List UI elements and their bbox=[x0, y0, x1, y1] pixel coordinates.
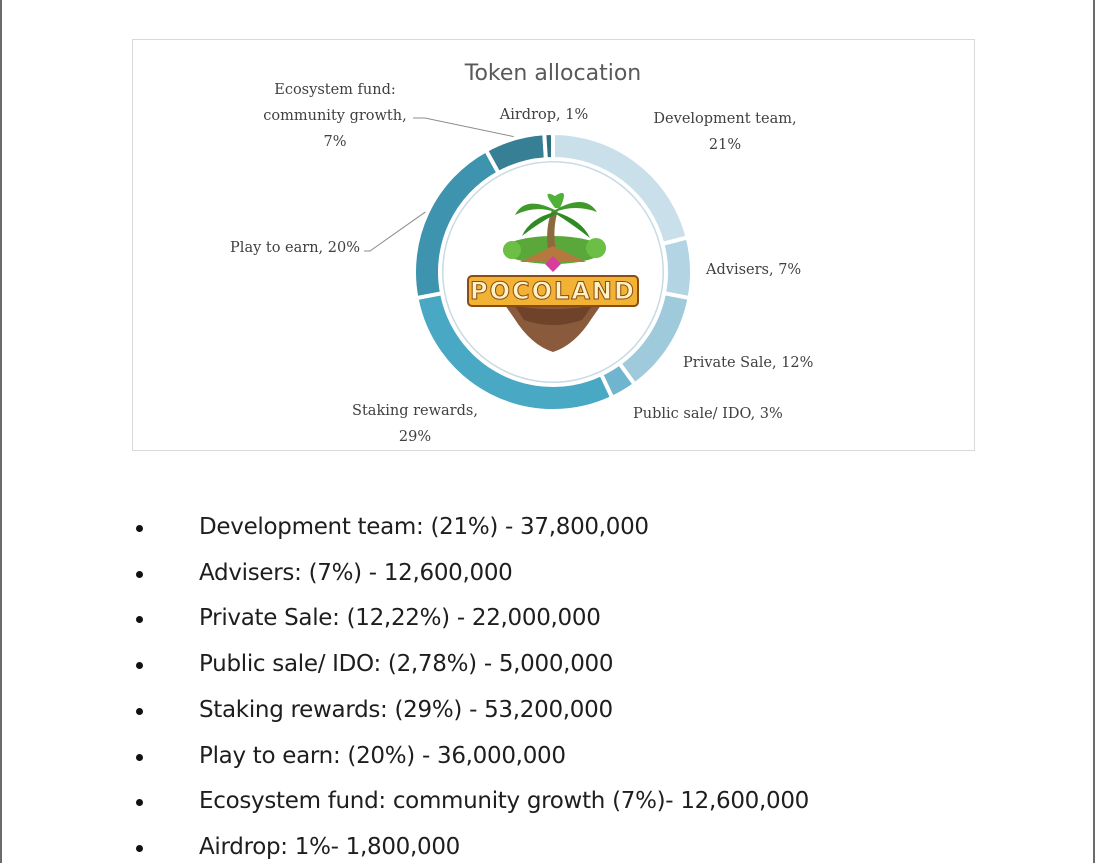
slice-label-public-sale-ido: Public sale/ IDO, 3% bbox=[633, 406, 783, 422]
slice-labels: Development team, 21% Advisers, 7% Private … bbox=[230, 82, 813, 445]
list-item: Private Sale: (12,22%) - 22,000,000 bbox=[0, 599, 1000, 639]
palm-trunk-icon bbox=[547, 210, 558, 250]
bullet-icon bbox=[136, 799, 143, 807]
bullet-icon bbox=[136, 525, 143, 532]
list-item: Development team: (21%) - 37,800,000 bbox=[0, 508, 1000, 548]
palm-leaf-icon bbox=[547, 192, 564, 208]
bullet-icon bbox=[136, 844, 143, 852]
slice-label-advisers: Advisers, 7% bbox=[705, 262, 801, 278]
slice-label-ecosystem-fund-community-growth: Ecosystem fund: community growth, 7% bbox=[263, 82, 406, 150]
list-item: Staking rewards: (29%) - 53,200,000 bbox=[0, 691, 1000, 731]
gem-icon bbox=[545, 256, 561, 272]
palm-leaf-icon bbox=[522, 212, 556, 236]
list-item-text: Private Sale: (12,22%) - 22,000,000 bbox=[199, 605, 601, 632]
list-item: Play to earn: (20%) - 36,000,000 bbox=[0, 737, 1000, 777]
list-item-text: Advisers: (7%) - 12,600,000 bbox=[199, 559, 513, 586]
palm-leaf-icon bbox=[555, 201, 597, 212]
page-edge-right bbox=[1093, 0, 1095, 863]
bush-icon bbox=[586, 238, 606, 258]
list-item-text: Staking rewards: (29%) - 53,200,000 bbox=[199, 696, 613, 723]
bullet-icon bbox=[136, 707, 143, 715]
slice-label-airdrop: Airdrop, 1% bbox=[499, 107, 589, 123]
slice-label-development-team: Development team, 21% bbox=[653, 111, 796, 153]
list-item-text: Development team: (21%) - 37,800,000 bbox=[199, 514, 649, 540]
slice-advisers bbox=[660, 234, 694, 301]
bullet-icon bbox=[136, 570, 143, 578]
bullet-icon bbox=[136, 662, 143, 670]
leader-line-play-to-earn bbox=[364, 211, 426, 252]
slice-label-play-to-earn: Play to earn, 20% bbox=[230, 240, 360, 256]
list-item: Airdrop: 1%- 1,800,000 bbox=[0, 828, 1000, 868]
bush-icon bbox=[503, 241, 521, 259]
list-item: Public sale/ IDO: (2,78%) - 5,000,000 bbox=[0, 645, 1000, 685]
leader-line-ecosystem-fund-community-growth bbox=[413, 117, 514, 138]
list-item-text: Play to earn: (20%) - 36,000,000 bbox=[199, 742, 566, 769]
leader-lines bbox=[364, 117, 514, 252]
pocoland-logo: POCOLAND bbox=[467, 192, 639, 352]
island-rock-shadow-icon bbox=[515, 306, 592, 325]
bullet-icon bbox=[136, 753, 143, 761]
hut-roof-icon bbox=[520, 246, 586, 262]
list-item: Ecosystem fund: community growth (7%)- 1… bbox=[0, 782, 1000, 822]
list-item-text: Ecosystem fund: community growth (7%)- 1… bbox=[199, 788, 810, 815]
slice-airdrop bbox=[542, 130, 555, 162]
list-item: Advisers: (7%) - 12,600,000 bbox=[0, 554, 1000, 594]
list-item-text: Public sale/ IDO: (2,78%) - 5,000,000 bbox=[199, 651, 614, 678]
page-edge-left bbox=[0, 0, 2, 863]
list-item-text: Airdrop: 1%- 1,800,000 bbox=[199, 833, 461, 860]
bullet-icon bbox=[136, 616, 143, 624]
logo-wordmark: POCOLAND bbox=[470, 277, 636, 305]
slice-label-private-sale: Private Sale, 12% bbox=[683, 355, 813, 371]
chart-title: Token allocation bbox=[464, 61, 641, 86]
palm-leaf-icon bbox=[556, 212, 590, 238]
palm-leaf-icon bbox=[515, 203, 555, 215]
slice-label-staking-rewards: Staking rewards, 29% bbox=[352, 403, 478, 445]
logo-banner bbox=[467, 275, 639, 307]
